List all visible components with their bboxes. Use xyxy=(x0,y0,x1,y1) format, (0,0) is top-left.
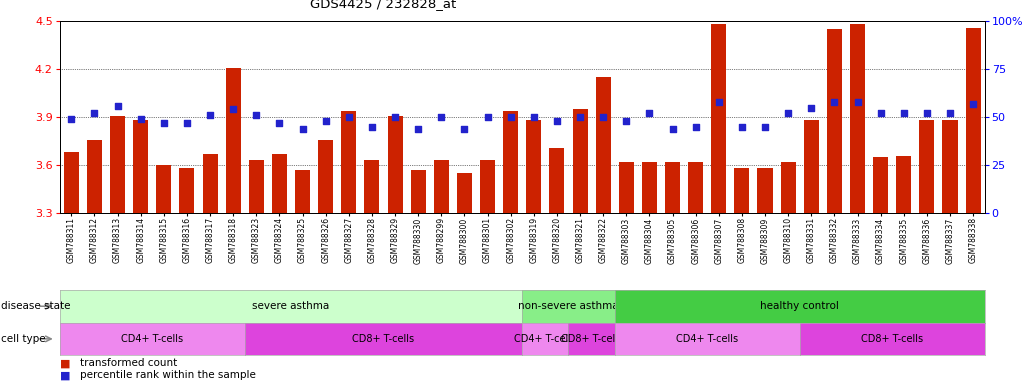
Bar xyxy=(712,24,726,213)
Text: percentile rank within the sample: percentile rank within the sample xyxy=(80,370,256,381)
Bar xyxy=(480,160,495,213)
Point xyxy=(711,99,727,105)
Point xyxy=(733,124,750,130)
Point xyxy=(456,126,473,132)
Point xyxy=(178,120,195,126)
Bar xyxy=(179,168,195,213)
Bar xyxy=(803,120,819,213)
Point xyxy=(757,124,774,130)
Point xyxy=(525,114,542,120)
Bar xyxy=(595,77,611,213)
Point xyxy=(941,110,958,116)
Point xyxy=(687,124,703,130)
Bar xyxy=(411,170,425,213)
Point xyxy=(63,116,79,122)
Bar xyxy=(64,152,79,213)
Bar xyxy=(850,24,865,213)
Text: transformed count: transformed count xyxy=(80,358,177,368)
Bar xyxy=(781,162,795,213)
Bar xyxy=(434,160,449,213)
Bar xyxy=(272,154,287,213)
Point xyxy=(803,104,820,111)
Point xyxy=(317,118,334,124)
Text: healthy control: healthy control xyxy=(760,301,839,311)
Text: CD4+ T-cells: CD4+ T-cells xyxy=(676,334,739,344)
Bar xyxy=(503,111,518,213)
Text: CD8+ T-cells: CD8+ T-cells xyxy=(861,334,923,344)
Bar xyxy=(896,156,912,213)
Bar xyxy=(734,168,750,213)
Bar xyxy=(642,162,657,213)
Point xyxy=(341,114,357,120)
Bar xyxy=(619,162,633,213)
Text: non-severe asthma: non-severe asthma xyxy=(518,301,619,311)
Bar xyxy=(387,116,403,213)
Point xyxy=(503,114,519,120)
Bar xyxy=(157,165,171,213)
Bar xyxy=(295,170,310,213)
Point xyxy=(387,114,404,120)
Bar xyxy=(133,120,148,213)
Text: CD8+ T-cells: CD8+ T-cells xyxy=(352,334,414,344)
Point xyxy=(433,114,449,120)
Point xyxy=(872,110,889,116)
Point xyxy=(364,124,380,130)
Point xyxy=(479,114,495,120)
Text: disease state: disease state xyxy=(1,301,70,311)
Bar xyxy=(688,162,703,213)
Point xyxy=(641,110,657,116)
Bar xyxy=(665,162,680,213)
Bar xyxy=(203,154,217,213)
Point xyxy=(271,120,287,126)
Bar xyxy=(942,120,958,213)
Bar xyxy=(526,120,542,213)
Bar xyxy=(920,120,934,213)
Text: CD4+ T-cells: CD4+ T-cells xyxy=(514,334,577,344)
Bar xyxy=(87,139,102,213)
Text: ■: ■ xyxy=(60,370,70,381)
Point xyxy=(618,118,634,124)
Bar xyxy=(249,160,264,213)
Point xyxy=(965,101,982,107)
Bar xyxy=(573,109,587,213)
Point xyxy=(410,126,426,132)
Bar xyxy=(549,147,564,213)
Text: severe asthma: severe asthma xyxy=(252,301,330,311)
Point xyxy=(109,103,126,109)
Point xyxy=(895,110,912,116)
Point xyxy=(826,99,843,105)
Point xyxy=(133,116,149,122)
Bar xyxy=(873,157,888,213)
Text: CD8+ T-cells: CD8+ T-cells xyxy=(560,334,623,344)
Bar xyxy=(226,68,241,213)
Point xyxy=(572,114,588,120)
Bar xyxy=(365,160,379,213)
Point xyxy=(87,110,103,116)
Point xyxy=(225,106,241,113)
Point xyxy=(595,114,612,120)
Bar xyxy=(965,28,981,213)
Bar xyxy=(110,116,125,213)
Point xyxy=(248,112,265,118)
Point xyxy=(850,99,866,105)
Text: GDS4425 / 232828_at: GDS4425 / 232828_at xyxy=(310,0,456,10)
Bar xyxy=(341,111,356,213)
Point xyxy=(156,120,172,126)
Point xyxy=(202,112,218,118)
Point xyxy=(919,110,935,116)
Point xyxy=(780,110,796,116)
Bar xyxy=(457,173,472,213)
Point xyxy=(664,126,681,132)
Text: CD4+ T-cells: CD4+ T-cells xyxy=(122,334,183,344)
Bar xyxy=(827,29,842,213)
Bar xyxy=(318,139,333,213)
Text: cell type: cell type xyxy=(1,334,45,344)
Point xyxy=(549,118,565,124)
Point xyxy=(295,126,311,132)
Bar xyxy=(757,168,772,213)
Text: ■: ■ xyxy=(60,358,70,368)
